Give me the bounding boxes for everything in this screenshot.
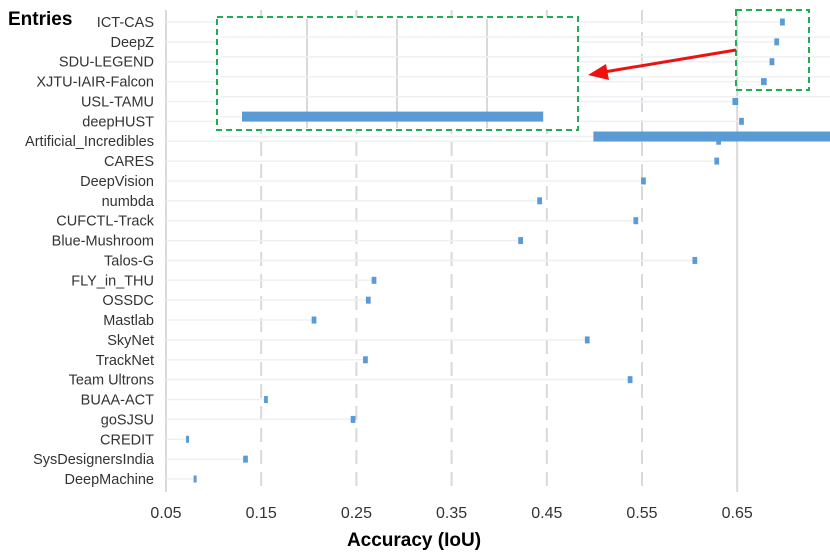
range-bar	[350, 415, 356, 423]
range-bar	[714, 157, 720, 165]
range-bar	[627, 376, 633, 384]
range-bar	[761, 78, 767, 86]
x-axis-title: Accuracy (IoU)	[347, 530, 481, 551]
range-bar	[365, 296, 371, 304]
range-bar	[363, 356, 368, 364]
range-bar	[780, 18, 785, 26]
entry-label: OSSDC	[102, 293, 154, 309]
entry-label: CREDIT	[100, 432, 154, 448]
y-axis-title: Entries	[8, 9, 72, 30]
x-tick-label: 0.65	[722, 505, 753, 522]
range-bar	[193, 475, 197, 483]
zoom-inset-border	[216, 16, 579, 131]
entry-label: goSJSU	[101, 412, 154, 428]
range-bar	[518, 237, 523, 245]
range-bar	[774, 38, 780, 46]
entry-label: deepHUST	[82, 114, 154, 130]
x-tick-label: 0.25	[341, 505, 372, 522]
x-tick-label: 0.35	[436, 505, 467, 522]
entry-label: FLY_in_THU	[71, 273, 154, 289]
range-bar	[692, 256, 698, 264]
zoom-arrow	[588, 48, 737, 80]
entry-label: SkyNet	[107, 333, 154, 349]
entry-label: USL-TAMU	[81, 94, 154, 110]
entry-label: SysDesignersIndia	[33, 452, 155, 468]
range-bar	[371, 276, 377, 284]
x-tick-label: 0.55	[626, 505, 657, 522]
range-bar	[769, 58, 775, 66]
entry-label: Artificial_Incredibles	[25, 134, 154, 150]
zoom-inset	[216, 16, 830, 142]
entry-label: CUFCTL-Track	[56, 214, 154, 230]
entry-label: DeepZ	[110, 35, 154, 51]
range-bar	[264, 396, 268, 404]
inset-range-bar	[593, 131, 830, 142]
range-bar	[537, 197, 543, 205]
entry-label: CARES	[104, 154, 154, 170]
entry-label: XJTU-IAIR-Falcon	[36, 75, 154, 91]
entry-label: DeepVision	[80, 174, 154, 190]
x-tick-label: 0.15	[246, 505, 277, 522]
entry-label: numbda	[102, 194, 155, 210]
range-bars	[185, 18, 785, 483]
range-bar	[584, 336, 590, 344]
range-bar	[641, 177, 646, 185]
range-bar	[243, 455, 248, 463]
entry-label: Blue-Mushroom	[52, 234, 154, 250]
entry-label: DeepMachine	[65, 472, 154, 488]
range-bar	[739, 117, 744, 125]
entry-label: Mastlab	[103, 313, 154, 329]
entry-label: Talos-G	[104, 253, 154, 269]
entry-label: ICT-CAS	[97, 15, 154, 31]
x-tick-label: 0.45	[531, 505, 562, 522]
range-bar	[185, 435, 189, 443]
range-bar	[633, 217, 639, 225]
entry-label: TrackNet	[96, 353, 154, 369]
entry-label: Team Ultrons	[69, 373, 154, 389]
entry-labels: ICT-CAS DeepZ SDU-LEGEND XJTU-IAIR-Falcon US…	[25, 15, 155, 488]
range-bar	[732, 97, 739, 105]
x-tick-label: 0.05	[150, 505, 181, 522]
inset-range-bar	[242, 111, 544, 122]
entry-label: SDU-LEGEND	[59, 55, 154, 71]
range-bar	[311, 316, 317, 324]
x-gridlines	[165, 10, 739, 492]
x-tick-labels: 0.05 0.15 0.25 0.35 0.45 0.55 0.65	[150, 505, 752, 522]
entry-label: BUAA-ACT	[81, 393, 154, 409]
